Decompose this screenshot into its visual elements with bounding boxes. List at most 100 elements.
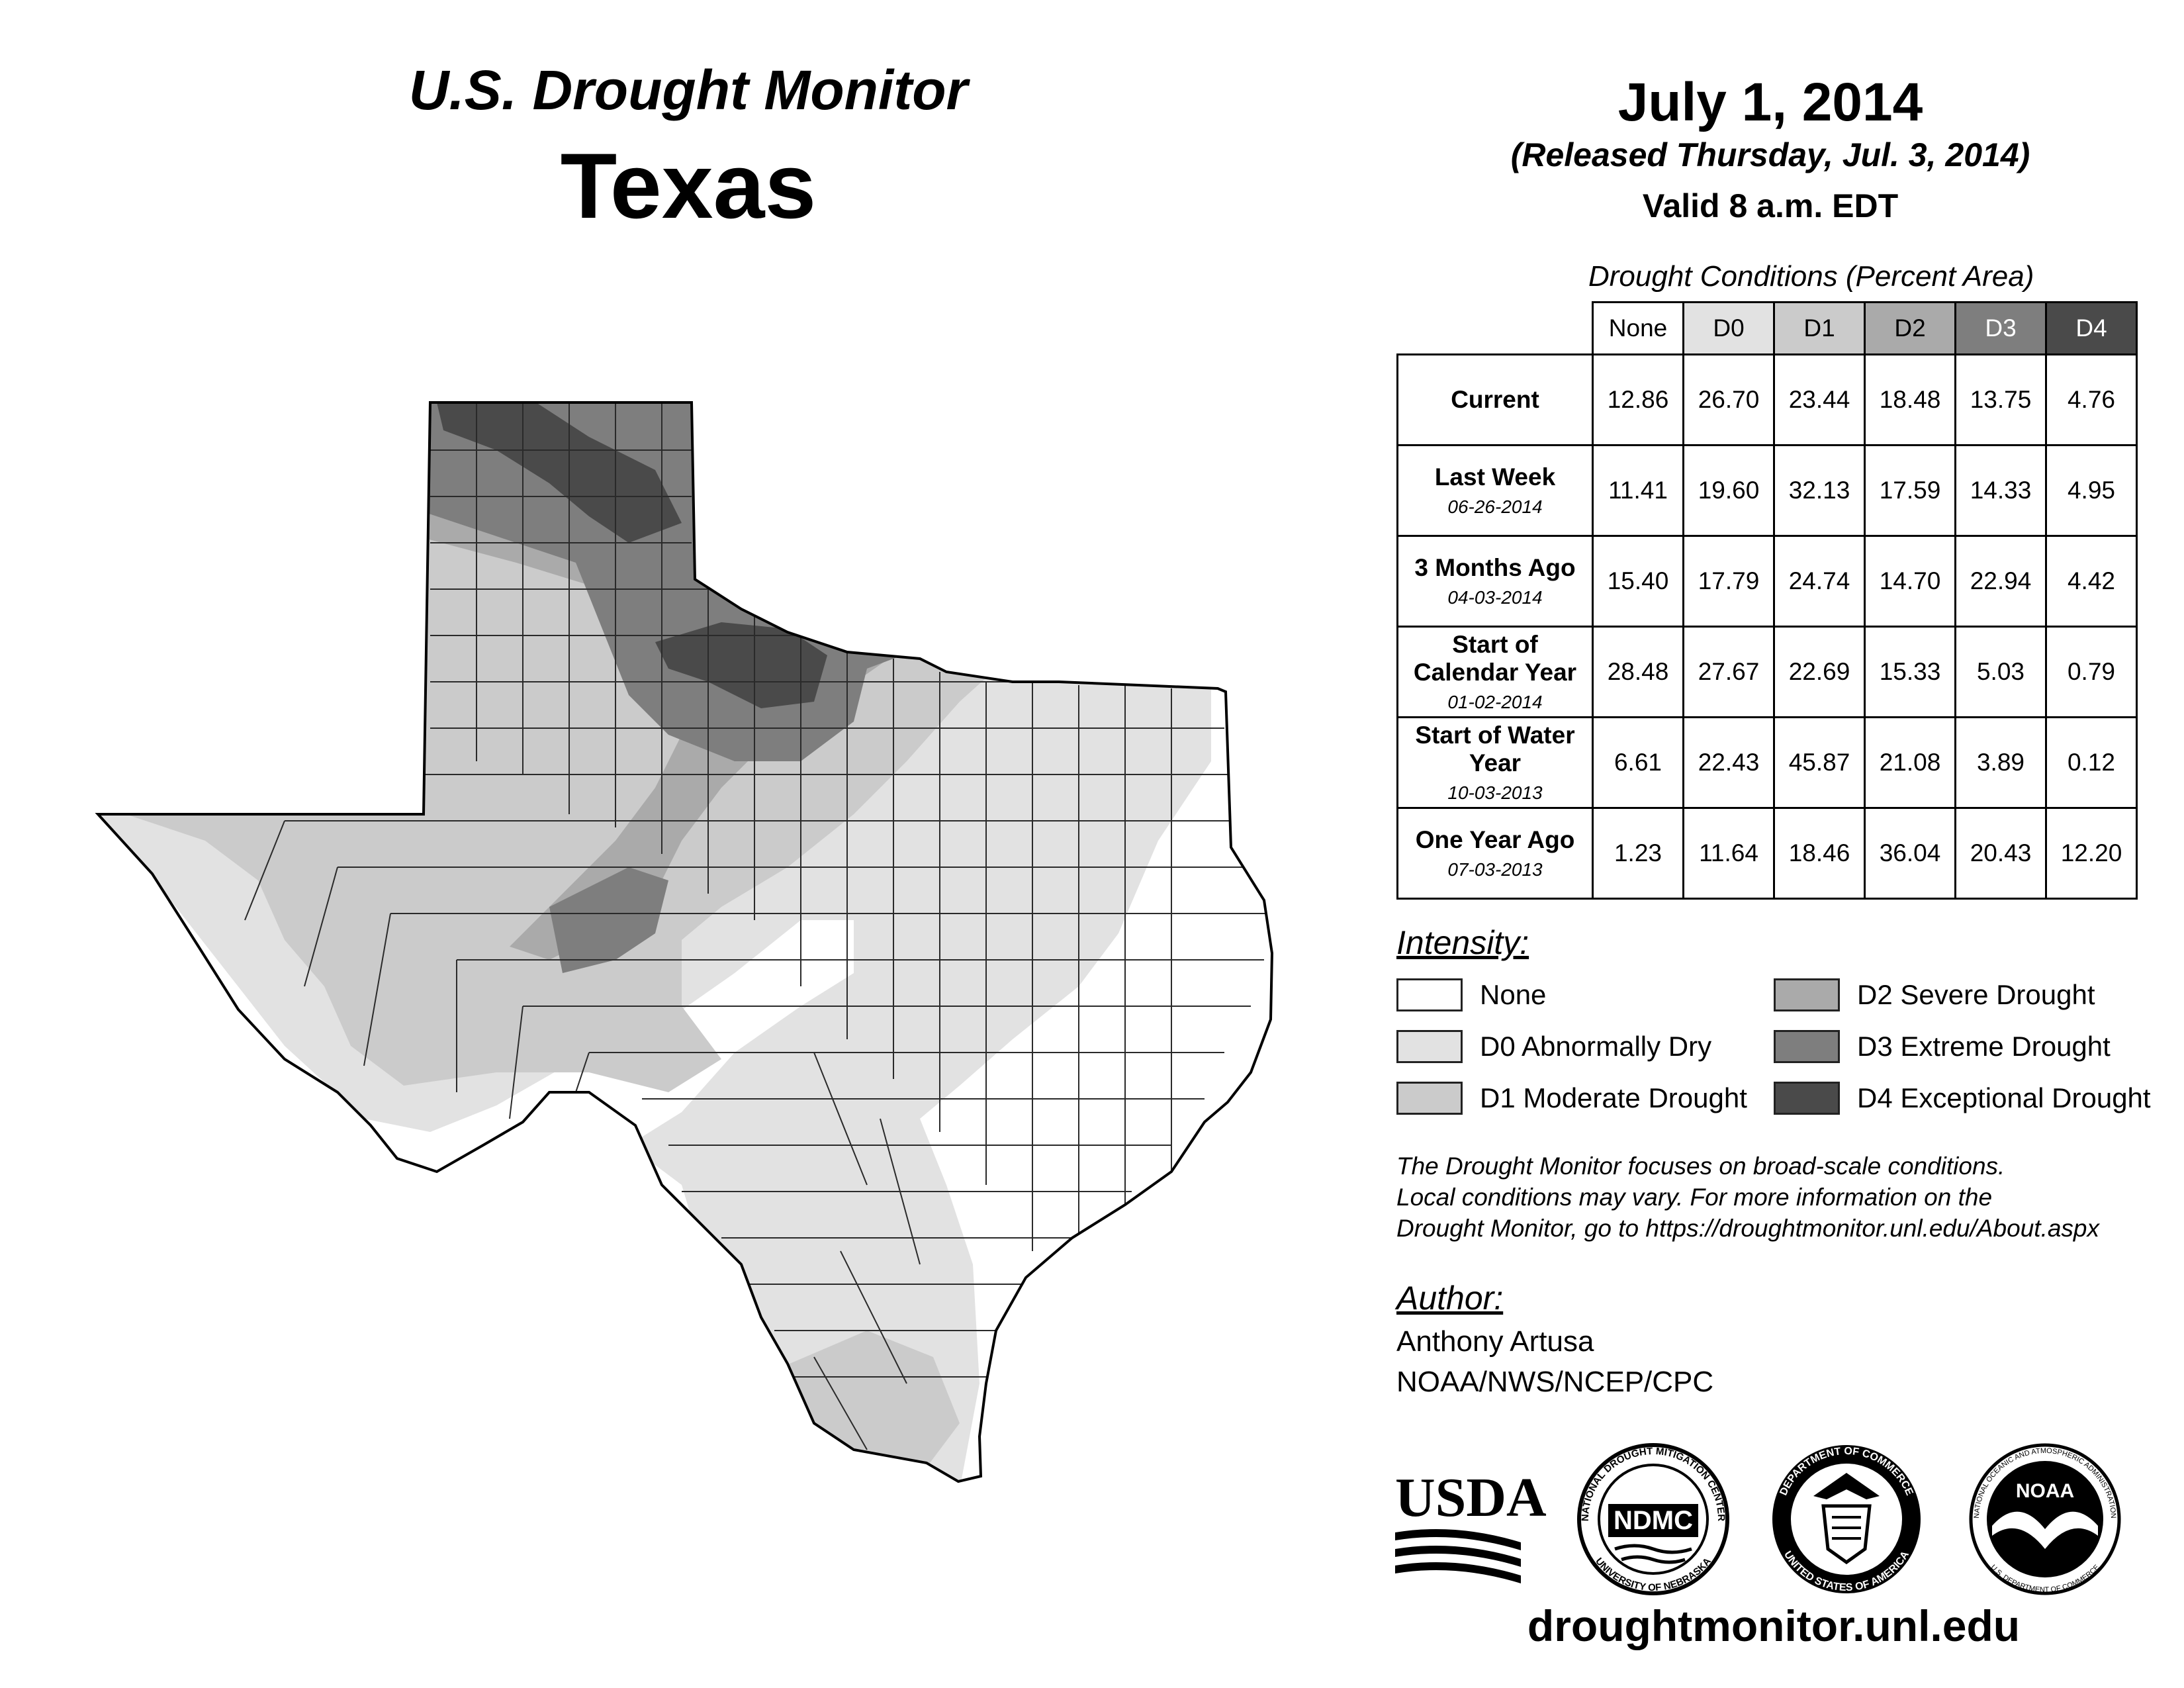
row-date: 07-03-2013 <box>1447 859 1543 880</box>
table-cell: 15.33 <box>1864 626 1956 718</box>
usda-logo-text: USDA <box>1395 1467 1547 1528</box>
col-header-d1: D1 <box>1773 301 1866 355</box>
table-cell: 4.76 <box>2045 353 2138 446</box>
table-row: 3 Months Ago 04-03-2014 15.40 17.79 24.74… <box>1396 535 2138 628</box>
table-row: Start of Calendar Year 01-02-2014 28.48 2… <box>1396 626 2138 718</box>
table-cell: 15.40 <box>1592 535 1684 628</box>
table-cell: 23.44 <box>1773 353 1866 446</box>
author-heading: Author: <box>1396 1280 1504 1317</box>
row-date: 10-03-2013 <box>1447 782 1543 803</box>
legend-item-d3: D3 Extreme Drought <box>1774 1028 2111 1065</box>
row-label: One Year Ago 07-03-2013 <box>1396 807 1594 900</box>
commerce-seal: DEPARTMENT OF COMMERCE UNITED STATES OF … <box>1772 1445 1921 1593</box>
table-cell: 22.94 <box>1954 535 2047 628</box>
col-header-d2: D2 <box>1864 301 1956 355</box>
col-header-d3: D3 <box>1954 301 2047 355</box>
ndmc-logo: NATIONAL DROUGHT MITIGATION CENTER UNIVE… <box>1577 1443 1729 1595</box>
table-cell: 13.75 <box>1954 353 2047 446</box>
table-cell: 45.87 <box>1773 716 1866 809</box>
row-label: Last Week 06-26-2014 <box>1396 444 1594 537</box>
county-lines <box>244 402 1271 1450</box>
texas-drought-map <box>97 401 1273 1483</box>
note-line: The Drought Monitor focuses on broad-sca… <box>1396 1152 2005 1180</box>
legend-swatch <box>1774 1030 1840 1063</box>
table-cell: 5.03 <box>1954 626 2047 718</box>
row-label: Current <box>1396 353 1594 446</box>
col-header-none: None <box>1592 301 1684 355</box>
footer-url[interactable]: droughtmonitor.unl.edu <box>1527 1601 2021 1650</box>
table-cell: 28.48 <box>1592 626 1684 718</box>
col-header-d4: D4 <box>2045 301 2138 355</box>
valid-time: Valid 8 a.m. EDT <box>1642 187 1899 224</box>
noaa-logo-text: NOAA <box>2016 1480 2074 1502</box>
release-date: (Released Thursday, Jul. 3, 2014) <box>1510 136 2030 173</box>
table-cell: 0.12 <box>2045 716 2138 809</box>
table-cell: 14.70 <box>1864 535 1956 628</box>
table-row: One Year Ago 07-03-2013 1.23 11.64 18.46 … <box>1396 807 2138 900</box>
table-header-row: None D0 D1 D2 D3 D4 <box>1397 301 2138 355</box>
legend-label: D3 Extreme Drought <box>1857 1031 2111 1062</box>
table-cell: 6.61 <box>1592 716 1684 809</box>
legend-swatch <box>1396 1082 1463 1115</box>
drought-conditions-table: None D0 D1 D2 D3 D4 Current 12.86 26.70 … <box>1396 301 2138 900</box>
table-row: Current 12.86 26.70 23.44 18.48 13.75 4.… <box>1396 353 2138 446</box>
row-date: 04-03-2014 <box>1447 587 1543 608</box>
ndmc-logo-text: NDMC <box>1614 1506 1693 1535</box>
legend-item-d2: D2 Severe Drought <box>1774 976 2095 1013</box>
table-cell: 1.23 <box>1592 807 1684 900</box>
table-cell: 17.59 <box>1864 444 1956 537</box>
noaa-logo: NATIONAL OCEANIC AND ATMOSPHERIC ADMINIS… <box>1969 1443 2121 1595</box>
state-title: Texas <box>560 134 817 238</box>
legend-label: D2 Severe Drought <box>1857 979 2095 1010</box>
author-name: Anthony Artusa <box>1396 1325 1594 1358</box>
legend-swatch <box>1396 978 1463 1011</box>
table-cell: 21.08 <box>1864 716 1956 809</box>
table-cell: 18.46 <box>1773 807 1866 900</box>
row-label: Start of Water Year 10-03-2013 <box>1396 716 1594 809</box>
usda-logo: USDA <box>1395 1467 1547 1583</box>
table-cell: 32.13 <box>1773 444 1866 537</box>
d3-zone-west <box>549 867 668 973</box>
d4-zone-rolling-plains <box>655 622 827 708</box>
note-line: Drought Monitor, go to https://droughtmo… <box>1396 1215 2099 1242</box>
table-cell: 17.79 <box>1682 535 1775 628</box>
row-label: Start of Calendar Year 01-02-2014 <box>1396 626 1594 718</box>
row-date: 01-02-2014 <box>1447 692 1543 712</box>
legend-swatch <box>1396 1030 1463 1063</box>
table-cell: 22.43 <box>1682 716 1775 809</box>
map-date: July 1, 2014 <box>1617 72 1923 132</box>
table-cell: 4.95 <box>2045 444 2138 537</box>
legend-title: Intensity: <box>1396 924 1529 961</box>
legend-item-none: None <box>1396 976 1546 1013</box>
table-cell: 19.60 <box>1682 444 1775 537</box>
row-date: 06-26-2014 <box>1447 496 1543 517</box>
table-cell: 0.79 <box>2045 626 2138 718</box>
legend-item-d0: D0 Abnormally Dry <box>1396 1028 1711 1065</box>
legend-label: D1 Moderate Drought <box>1480 1082 1747 1113</box>
legend-label: D0 Abnormally Dry <box>1480 1031 1712 1062</box>
table-cell: 27.67 <box>1682 626 1775 718</box>
table-cell: 4.42 <box>2045 535 2138 628</box>
table-row: Last Week 06-26-2014 11.41 19.60 32.13 17… <box>1396 444 2138 537</box>
legend-item-d1: D1 Moderate Drought <box>1396 1080 1747 1117</box>
table-cell: 14.33 <box>1954 444 2047 537</box>
table-caption: Drought Conditions (Percent Area) <box>1588 260 2034 293</box>
author-org: NOAA/NWS/NCEP/CPC <box>1396 1366 1714 1398</box>
table-cell: 20.43 <box>1954 807 2047 900</box>
table-cell: 36.04 <box>1864 807 1956 900</box>
table-cell: 24.74 <box>1773 535 1866 628</box>
table-corner <box>1397 302 1594 355</box>
d4-zone <box>437 402 682 543</box>
col-header-d0: D0 <box>1682 301 1775 355</box>
table-cell: 3.89 <box>1954 716 2047 809</box>
legend-label: None <box>1480 979 1547 1010</box>
legend-item-d4: D4 Exceptional Drought <box>1774 1080 2151 1117</box>
map-title: U.S. Drought Monitor <box>408 59 968 121</box>
table-cell: 11.41 <box>1592 444 1684 537</box>
table-cell: 12.86 <box>1592 353 1684 446</box>
disclaimer-note: The Drought Monitor focuses on broad-sca… <box>1396 1150 2158 1244</box>
table-row: Start of Water Year 10-03-2013 6.61 22.43… <box>1396 716 2138 809</box>
table-cell: 18.48 <box>1864 353 1956 446</box>
table-cell: 11.64 <box>1682 807 1775 900</box>
legend-label: D4 Exceptional Drought <box>1857 1082 2151 1113</box>
